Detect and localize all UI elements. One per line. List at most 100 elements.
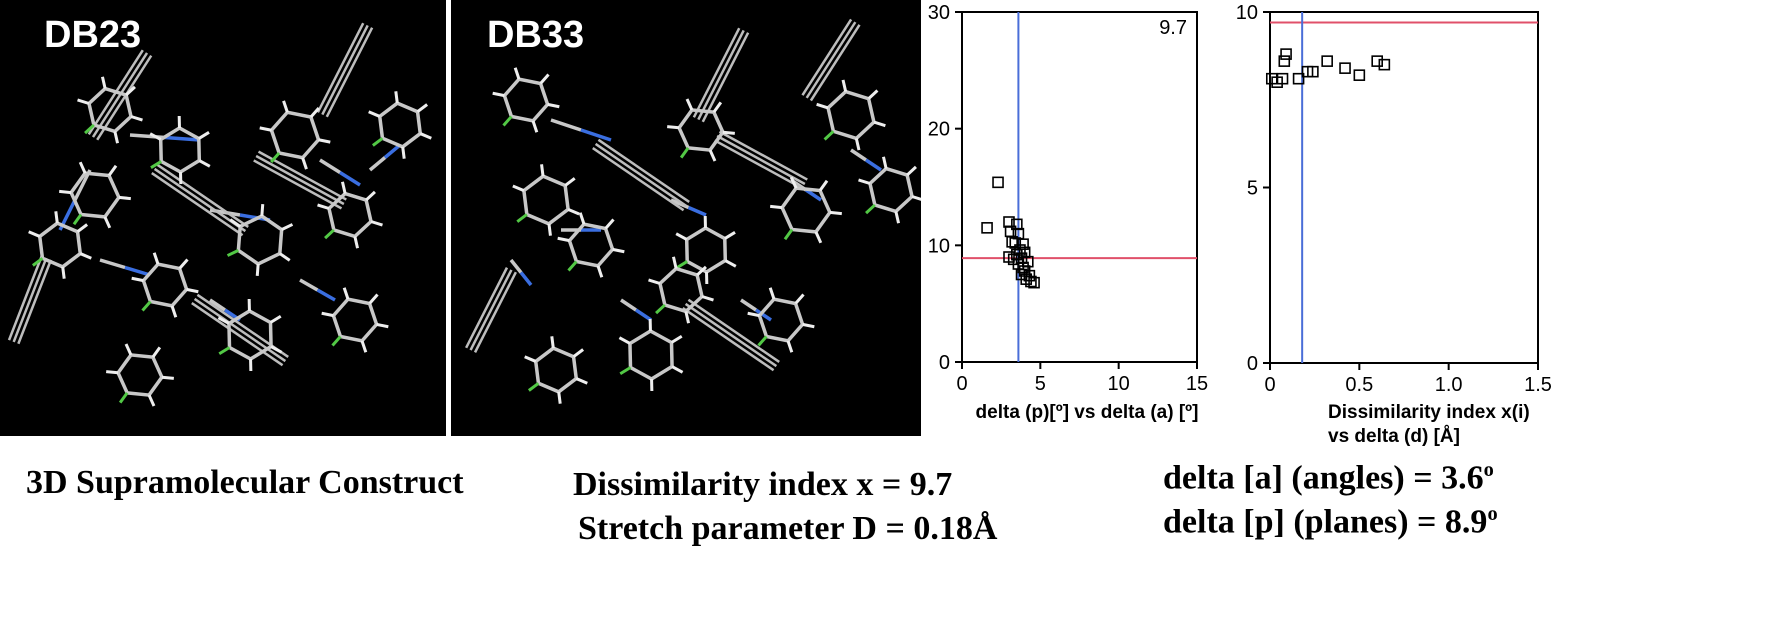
hydrogen-bond	[794, 293, 805, 305]
panel-label-db23: DB23	[44, 14, 142, 56]
hydrogen-bond	[823, 130, 835, 141]
edge-on-ring	[7, 255, 43, 341]
benzene-ring	[116, 353, 164, 397]
hydrogen-bond	[670, 334, 683, 344]
hydrogen-bond	[724, 259, 737, 268]
edge-on-ring	[255, 154, 345, 206]
y-tick-label: 30	[928, 2, 950, 24]
edge-on-ring	[316, 22, 365, 113]
annotation-label: 9.7	[1159, 17, 1187, 39]
hydrogen-bond	[301, 157, 308, 170]
edge-on-ring	[325, 27, 374, 118]
edge-on-ring	[473, 271, 517, 353]
edge-on-ring	[714, 139, 804, 190]
x-tick-label: 1.5	[1524, 374, 1552, 396]
y-tick-label: 10	[928, 235, 950, 257]
edge-on-ring	[193, 297, 287, 363]
bond	[129, 133, 166, 140]
bond	[368, 156, 387, 172]
nitrogen-bond	[316, 288, 336, 302]
edge-on-ring	[253, 159, 343, 210]
hydrogen-bond	[118, 195, 131, 201]
hydrogen-bond	[61, 266, 66, 279]
edge-on-ring	[809, 24, 861, 102]
hydrogen-bond	[841, 79, 848, 92]
edge-on-ring	[465, 267, 509, 349]
hydrogen-bond	[113, 131, 120, 144]
data-point	[1276, 72, 1289, 85]
molecular-panel-db23: DB23	[0, 0, 446, 436]
data-point	[1292, 72, 1305, 85]
hydrogen-bond	[770, 204, 783, 210]
hydrogen-bond	[100, 76, 107, 89]
hydrogen-bond	[161, 375, 174, 380]
hydrogen-bond	[401, 146, 406, 159]
bond	[740, 298, 757, 312]
hydrogen-bond	[259, 126, 272, 132]
hydrogen-bond	[676, 260, 688, 269]
benzene-ring	[522, 174, 570, 226]
hydrogen-bond	[77, 98, 90, 105]
hydrogen-bond	[612, 247, 625, 254]
hydrogen-bond	[282, 100, 289, 113]
hydrogen-bond	[655, 303, 666, 315]
data-point	[1280, 48, 1292, 60]
hydrogen-bond	[531, 120, 539, 133]
hydrogen-bond	[353, 236, 360, 249]
y-tick-label: 0	[939, 352, 950, 374]
data-point	[1321, 55, 1333, 67]
edge-on-ring	[597, 138, 690, 203]
molecule-structure-db23	[7, 22, 432, 407]
hydrogen-bond	[331, 335, 342, 347]
bond	[850, 148, 867, 162]
data-point	[1028, 276, 1040, 289]
data-point	[1378, 58, 1391, 71]
hydrogen-bond	[124, 343, 133, 356]
benzene-ring	[236, 214, 284, 266]
caption-angles-text: delta [a] (angles) = 3.6	[1163, 459, 1484, 497]
hydrogen-bond	[79, 252, 92, 260]
hydrogen-bond	[789, 176, 798, 189]
hydrogen-bond	[78, 161, 87, 174]
hydrogen-bond	[814, 231, 823, 244]
hydrogen-bond	[906, 165, 917, 177]
hydrogen-bond	[596, 265, 604, 278]
nitrogen-bond	[687, 205, 707, 217]
hydrogen-bond	[894, 211, 901, 224]
hydrogen-bond	[278, 252, 291, 262]
hydrogen-bond	[365, 190, 376, 202]
data-point	[992, 176, 1004, 189]
hydrogen-bond	[516, 213, 528, 223]
hydrogen-bond	[152, 252, 160, 265]
x-tick-label: 0	[956, 373, 967, 395]
hydrogen-bond	[218, 346, 231, 356]
edge-on-ring	[801, 18, 853, 96]
hydrogen-bond	[125, 85, 136, 97]
hydrogen-bond	[106, 370, 119, 375]
nitrogen-bond	[635, 308, 652, 322]
benzene-ring	[227, 308, 273, 362]
y-tick-label: 10	[1236, 2, 1258, 24]
x-tick-label: 0	[1264, 374, 1275, 396]
edge-on-ring	[687, 298, 780, 363]
hydrogen-bond	[578, 212, 586, 225]
hydrogen-bond	[151, 346, 162, 359]
hydrogen-bond	[118, 391, 129, 404]
hydrogen-bond	[368, 293, 379, 305]
data-point	[1371, 55, 1383, 67]
hydrogen-bond	[131, 276, 144, 283]
hydrogen-bond	[309, 107, 320, 119]
hydrogen-bond	[524, 355, 537, 363]
hydrogen-bond	[149, 132, 162, 141]
x-axis-label: Dissimilarity index x(i)	[1328, 402, 1530, 423]
edge-on-ring	[151, 172, 244, 237]
data-point	[1006, 236, 1018, 248]
edge-on-ring	[17, 259, 53, 345]
hydrogen-bond	[911, 195, 921, 201]
molecular-panel-db33: DB33	[451, 0, 921, 436]
benzene-ring	[331, 297, 379, 343]
hydrogen-bond	[186, 287, 199, 294]
molecule-structure-db33	[465, 18, 921, 404]
hydrogen-bond	[675, 232, 688, 241]
hydrogen-bond	[881, 156, 888, 169]
